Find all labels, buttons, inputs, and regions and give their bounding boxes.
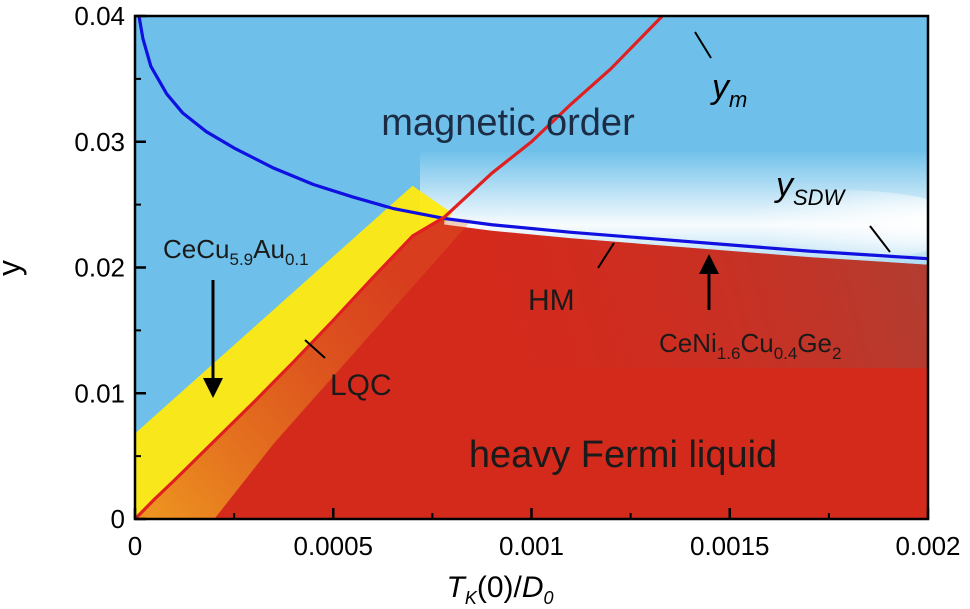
- y-axis-label: y: [0, 260, 27, 276]
- ym-label: ym: [710, 68, 747, 112]
- ym-main: y: [710, 68, 731, 106]
- y-tick-label: 0.03: [74, 127, 125, 157]
- x-label-d: D: [522, 571, 544, 604]
- ym-leader: [694, 31, 712, 59]
- cecuau-p1: CeCu: [163, 234, 229, 264]
- x-tick-label: 0.001: [499, 531, 564, 561]
- cecuau-label: CeCu5.9Au0.1: [163, 234, 309, 269]
- cecuau-arrow: [203, 280, 223, 398]
- ysdw-label: ySDW: [774, 166, 847, 210]
- x-tick-label: 0.002: [895, 531, 960, 561]
- heavy-fermi-liquid-label: heavy Fermi liquid: [469, 434, 777, 476]
- ym-sub: m: [729, 87, 747, 112]
- y-tick-label: 0.01: [74, 378, 125, 408]
- x-axis-label: TK(0)/D0: [446, 571, 553, 608]
- series-y-sdw: [137, 16, 928, 261]
- ysdw-main: y: [774, 166, 795, 204]
- x-tick-label: 0.0005: [293, 531, 373, 561]
- ceni-p1: CeNi: [659, 328, 717, 358]
- y-tick-label: 0.02: [74, 253, 125, 283]
- x-tick-label: 0: [128, 531, 142, 561]
- heavy-fermi-liquid-shade: [444, 217, 928, 369]
- cecuau-s2: 0.1: [285, 250, 309, 269]
- y-tick-label: 0: [111, 504, 125, 534]
- y-tick-label: 0.04: [74, 1, 125, 31]
- lqc-leader: [304, 339, 326, 359]
- ceni-s1: 1.6: [717, 344, 741, 363]
- plot-area: [135, 16, 928, 519]
- series-y-m: [135, 16, 664, 519]
- x-label-rest: (0)/: [477, 571, 523, 604]
- ceni-p2: Cu: [740, 328, 773, 358]
- crossover-orange-band: [135, 217, 473, 519]
- cecuau-s1: 5.9: [229, 250, 253, 269]
- hm-leader: [597, 242, 615, 269]
- x-label-k: K: [465, 588, 478, 608]
- ceni-label: CeNi1.6Cu0.4Ge2: [659, 328, 841, 363]
- x-label-t: T: [446, 571, 467, 604]
- lqc-label: LQC: [330, 369, 392, 402]
- ceni-arrow: [699, 254, 719, 310]
- x-tick-label: 0.0015: [690, 531, 770, 561]
- hm-label: HM: [528, 284, 575, 317]
- ceni-s3: 2: [832, 344, 841, 363]
- ysdw-sub: SDW: [793, 185, 847, 210]
- crossover-white-glow: [710, 190, 928, 260]
- x-label-dsub: 0: [544, 588, 554, 608]
- ysdw-leader: [869, 225, 891, 253]
- ceni-s2: 0.4: [774, 344, 798, 363]
- cecuau-p2: Au: [253, 234, 285, 264]
- crossover-yellow-band: [135, 185, 453, 519]
- ceni-p3: Ge: [797, 328, 832, 358]
- magnetic-order-label: magnetic order: [381, 102, 635, 144]
